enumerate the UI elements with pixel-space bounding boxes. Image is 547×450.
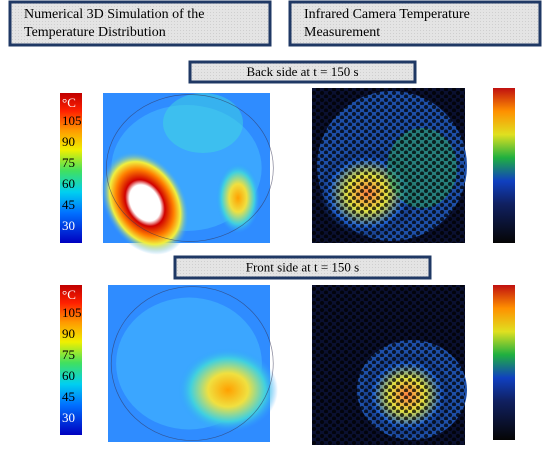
colorbar-tick: 30 xyxy=(62,410,75,425)
warm-spot xyxy=(216,163,260,233)
colorbar-tick: 45 xyxy=(62,389,75,404)
colorbar-tick: 105 xyxy=(62,305,82,320)
figure: Numerical 3D Simulation of theTemperatur… xyxy=(0,0,547,450)
simulation-image xyxy=(108,285,278,442)
camera-colorbar xyxy=(493,285,515,440)
colorbar-tick: 90 xyxy=(62,134,75,149)
warm-spot xyxy=(178,348,278,432)
colorbar-tick: 30 xyxy=(62,218,75,233)
colorbar-tick: 90 xyxy=(62,326,75,341)
cam-dots xyxy=(312,285,465,445)
camera-image xyxy=(312,88,467,243)
cam-dots xyxy=(312,88,465,243)
cool-spot xyxy=(163,93,243,153)
simulation-image xyxy=(83,93,273,271)
colorbar-tick: 45 xyxy=(62,197,75,212)
colorbar-tick: 60 xyxy=(62,176,75,191)
camera-colorbar xyxy=(493,88,515,243)
colorbar-tick: 105 xyxy=(62,113,82,128)
colorbar-unit: °C xyxy=(62,287,76,302)
colorbar-tick: 75 xyxy=(62,155,75,170)
colorbar-unit: °C xyxy=(62,95,76,110)
panel-label: Back side at t = 150 s xyxy=(246,64,358,79)
camera-image xyxy=(312,285,467,445)
colorbar-tick: 75 xyxy=(62,347,75,362)
colorbar-tick: 60 xyxy=(62,368,75,383)
panel-label: Front side at t = 150 s xyxy=(246,259,360,274)
